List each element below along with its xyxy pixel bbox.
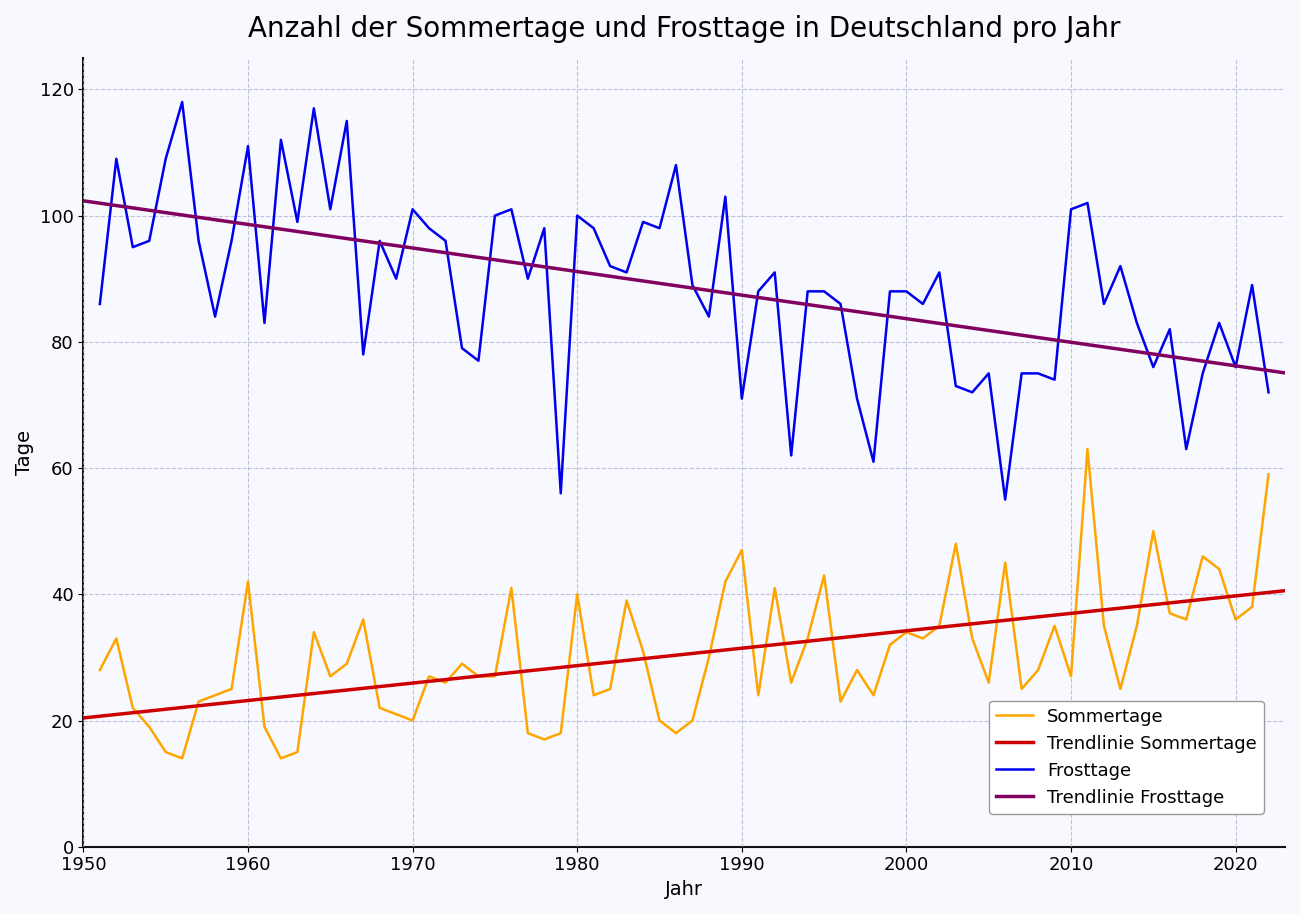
Legend: Sommertage, Trendlinie Sommertage, Frosttage, Trendlinie Frosttage: Sommertage, Trendlinie Sommertage, Frost…	[989, 700, 1264, 814]
Title: Anzahl der Sommertage und Frosttage in Deutschland pro Jahr: Anzahl der Sommertage und Frosttage in D…	[248, 15, 1121, 43]
Y-axis label: Tage: Tage	[16, 430, 34, 474]
X-axis label: Jahr: Jahr	[666, 880, 703, 899]
